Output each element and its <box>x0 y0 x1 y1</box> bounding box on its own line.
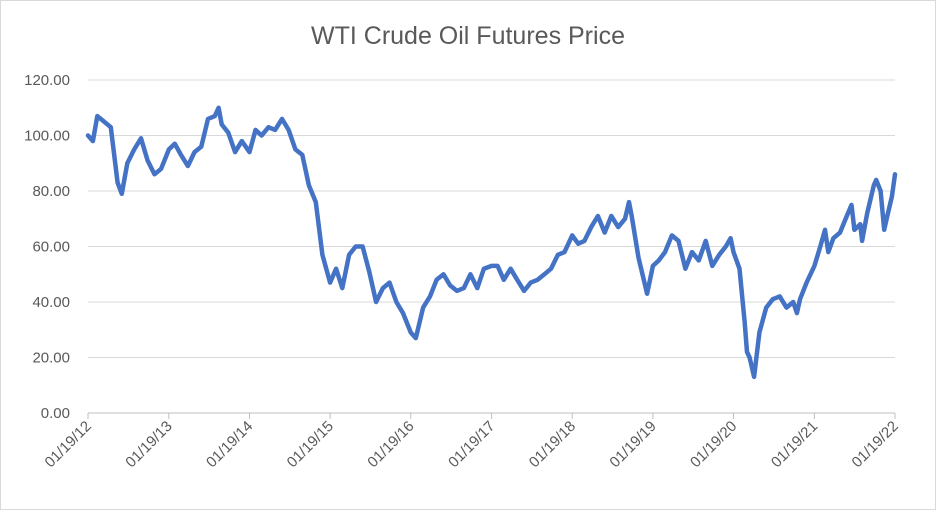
x-axis-ticks: 01/19/12 01/19/13 01/19/14 01/19/15 01/19/16… <box>42 413 902 471</box>
y-tick-label: 120.00 <box>24 72 70 89</box>
x-tick-label: 01/19/13 <box>122 418 175 471</box>
x-tick-label: 01/19/16 <box>364 418 417 471</box>
y-tick-label: 80.00 <box>32 183 70 200</box>
y-tick-label: 0.00 <box>41 405 70 422</box>
series-lines <box>85 105 898 380</box>
x-tick-label: 01/19/19 <box>606 418 659 471</box>
x-tick-label: 01/19/17 <box>445 418 498 471</box>
x-tick-label: 01/19/15 <box>284 418 337 471</box>
x-tick-label: 01/19/18 <box>526 418 579 471</box>
chart-title: WTI Crude Oil Futures Price <box>311 22 625 50</box>
x-tick-label: 01/19/21 <box>768 418 821 471</box>
y-tick-label: 60.00 <box>32 239 70 256</box>
y-axis-ticks: 0.00 20.00 40.00 60.00 80.00 100.00 120.00 <box>24 72 70 422</box>
x-tick-label: 01/19/14 <box>203 418 256 471</box>
x-tick-label: 01/19/12 <box>42 418 95 471</box>
y-tick-label: 20.00 <box>32 350 70 367</box>
gridlines <box>88 79 895 358</box>
y-tick-label: 100.00 <box>24 128 70 145</box>
price-series-line <box>85 105 898 380</box>
x-tick-label: 01/19/22 <box>849 418 902 471</box>
y-tick-label: 40.00 <box>32 294 70 311</box>
x-tick-label: 01/19/20 <box>687 418 740 471</box>
